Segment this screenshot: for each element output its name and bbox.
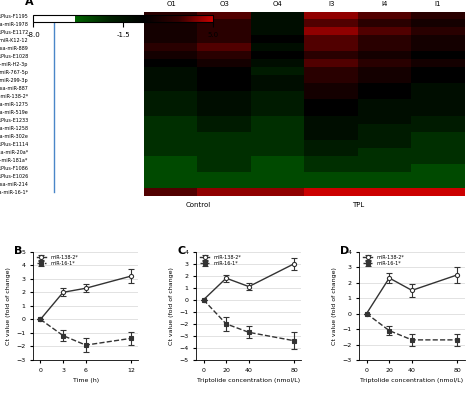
- Text: B: B: [14, 246, 23, 256]
- X-axis label: Triptolide concentration (nmol/L): Triptolide concentration (nmol/L): [360, 378, 464, 383]
- Y-axis label: Ct value (fold of change): Ct value (fold of change): [169, 267, 174, 345]
- X-axis label: Time (h): Time (h): [73, 378, 99, 383]
- Text: Control: Control: [185, 202, 210, 208]
- Y-axis label: Ct value (fold of change): Ct value (fold of change): [332, 267, 337, 345]
- Text: TPL: TPL: [352, 202, 364, 208]
- Legend: miR-138-2*, miR-16-1*: miR-138-2*, miR-16-1*: [36, 254, 79, 267]
- Legend: miR-138-2*, miR-16-1*: miR-138-2*, miR-16-1*: [199, 254, 242, 267]
- Text: C: C: [177, 246, 185, 256]
- X-axis label: Triptolide concentration (nmol/L): Triptolide concentration (nmol/L): [197, 378, 301, 383]
- Text: D: D: [340, 246, 350, 256]
- Legend: miR-138-2*, miR-16-1*: miR-138-2*, miR-16-1*: [362, 254, 405, 267]
- Y-axis label: Ct value (fold of change): Ct value (fold of change): [6, 267, 11, 345]
- Text: A: A: [25, 0, 33, 7]
